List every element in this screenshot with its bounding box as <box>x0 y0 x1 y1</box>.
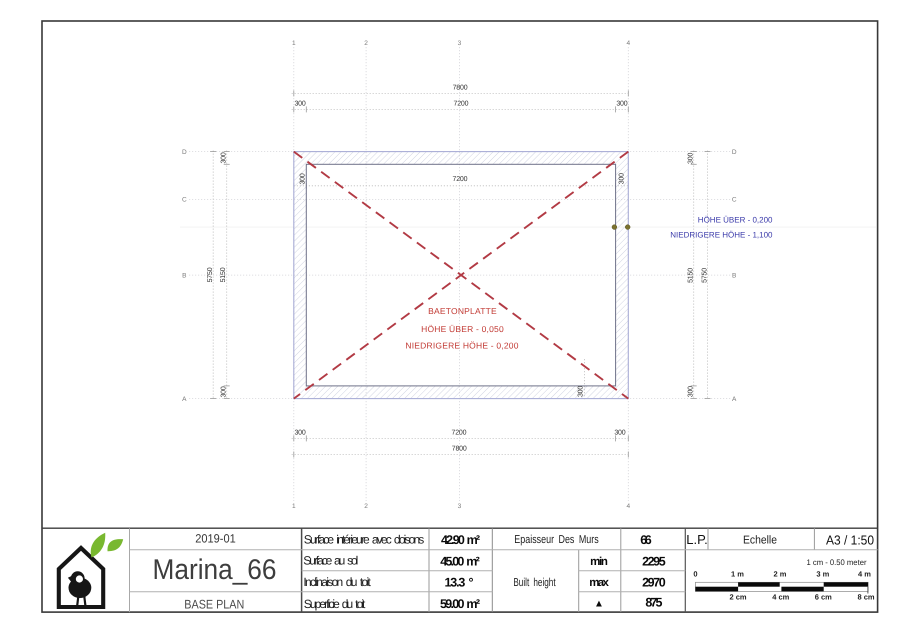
svg-text:HÖHE ÜBER - 0,200: HÖHE ÜBER - 0,200 <box>698 215 773 224</box>
svg-text:C: C <box>182 197 187 204</box>
svg-text:D: D <box>732 149 737 156</box>
svg-text:Epaisseur Des Murs: Epaisseur Des Murs <box>514 534 599 546</box>
svg-text:1 m: 1 m <box>731 570 744 579</box>
svg-text:42.90 m²: 42.90 m² <box>441 533 480 547</box>
svg-text:5150: 5150 <box>220 267 227 282</box>
svg-text:2 m: 2 m <box>774 570 787 579</box>
svg-text:300: 300 <box>294 101 305 108</box>
svg-text:A: A <box>732 396 737 403</box>
svg-text:BASE PLAN: BASE PLAN <box>184 597 244 611</box>
svg-text:2: 2 <box>364 503 368 510</box>
svg-text:1: 1 <box>292 503 296 510</box>
svg-text:3: 3 <box>458 40 462 47</box>
svg-text:4 cm: 4 cm <box>772 593 789 602</box>
svg-text:4: 4 <box>626 40 630 47</box>
svg-text:5150: 5150 <box>688 268 695 283</box>
svg-text:7800: 7800 <box>453 85 468 92</box>
svg-text:A: A <box>182 396 187 403</box>
svg-text:66: 66 <box>640 533 652 547</box>
svg-text:L.P.: L.P. <box>686 532 707 547</box>
svg-text:NIEDRIGERE HÖHE - 0,200: NIEDRIGERE HÖHE - 0,200 <box>405 340 518 350</box>
svg-text:2019-01: 2019-01 <box>195 532 236 546</box>
svg-text:7200: 7200 <box>454 101 469 108</box>
svg-text:300: 300 <box>614 430 625 437</box>
svg-text:4 m: 4 m <box>858 570 871 579</box>
svg-text:2: 2 <box>364 40 368 47</box>
svg-text:45.00 m²: 45.00 m² <box>440 555 480 569</box>
svg-text:2 cm: 2 cm <box>729 593 746 602</box>
svg-text:0: 0 <box>693 570 697 579</box>
svg-text:875: 875 <box>645 596 662 610</box>
svg-text:300: 300 <box>300 173 307 184</box>
svg-text:300: 300 <box>294 430 305 437</box>
svg-text:7200: 7200 <box>453 176 468 183</box>
svg-text:6 cm: 6 cm <box>815 593 832 602</box>
svg-text:NIEDRIGERE HÖHE - 1,100: NIEDRIGERE HÖHE - 1,100 <box>670 230 773 239</box>
svg-text:HÖHE ÜBER - 0,050: HÖHE ÜBER - 0,050 <box>421 324 504 334</box>
svg-text:3 m: 3 m <box>816 570 829 579</box>
svg-text:C: C <box>732 197 737 204</box>
svg-text:min: min <box>590 556 608 568</box>
svg-text:B: B <box>732 272 736 279</box>
svg-text:Echelle: Echelle <box>743 535 777 547</box>
svg-text:Marina_66: Marina_66 <box>153 554 277 586</box>
svg-text:300: 300 <box>616 101 627 108</box>
svg-text:8 cm: 8 cm <box>857 593 874 602</box>
svg-text:Surface intérieure avec cloiso: Surface intérieure avec cloisons <box>304 533 425 547</box>
svg-text:4: 4 <box>626 503 630 510</box>
svg-text:300: 300 <box>688 153 695 164</box>
svg-text:Inclinaison du toit: Inclinaison du toit <box>303 575 371 589</box>
svg-text:BAETONPLATTE: BAETONPLATTE <box>428 306 497 316</box>
svg-text:3: 3 <box>458 503 462 510</box>
svg-text:Surface au sol: Surface au sol <box>303 554 358 568</box>
svg-text:300: 300 <box>577 386 584 397</box>
svg-text:7200: 7200 <box>452 430 467 437</box>
svg-text:▲: ▲ <box>594 598 604 609</box>
svg-text:A3 / 1:50: A3 / 1:50 <box>826 533 874 548</box>
svg-text:Superficie du toit: Superficie du toit <box>304 597 366 611</box>
svg-text:max: max <box>589 577 609 589</box>
svg-text:300: 300 <box>619 173 626 184</box>
svg-text:7800: 7800 <box>452 445 467 452</box>
svg-text:300: 300 <box>688 386 695 397</box>
svg-text:59.00 m²: 59.00 m² <box>440 597 480 611</box>
svg-text:Built height: Built height <box>513 577 556 589</box>
svg-text:B: B <box>182 272 186 279</box>
svg-text:300: 300 <box>221 152 228 163</box>
svg-text:1 cm - 0.50 meter: 1 cm - 0.50 meter <box>807 558 867 567</box>
svg-text:2970: 2970 <box>642 576 666 590</box>
svg-text:300: 300 <box>221 386 228 397</box>
svg-text:1: 1 <box>292 40 296 47</box>
svg-text:5750: 5750 <box>207 267 214 282</box>
svg-text:5750: 5750 <box>701 268 708 283</box>
svg-text:13.3 °: 13.3 ° <box>445 576 474 590</box>
svg-text:2295: 2295 <box>642 555 666 569</box>
svg-text:D: D <box>182 149 187 156</box>
